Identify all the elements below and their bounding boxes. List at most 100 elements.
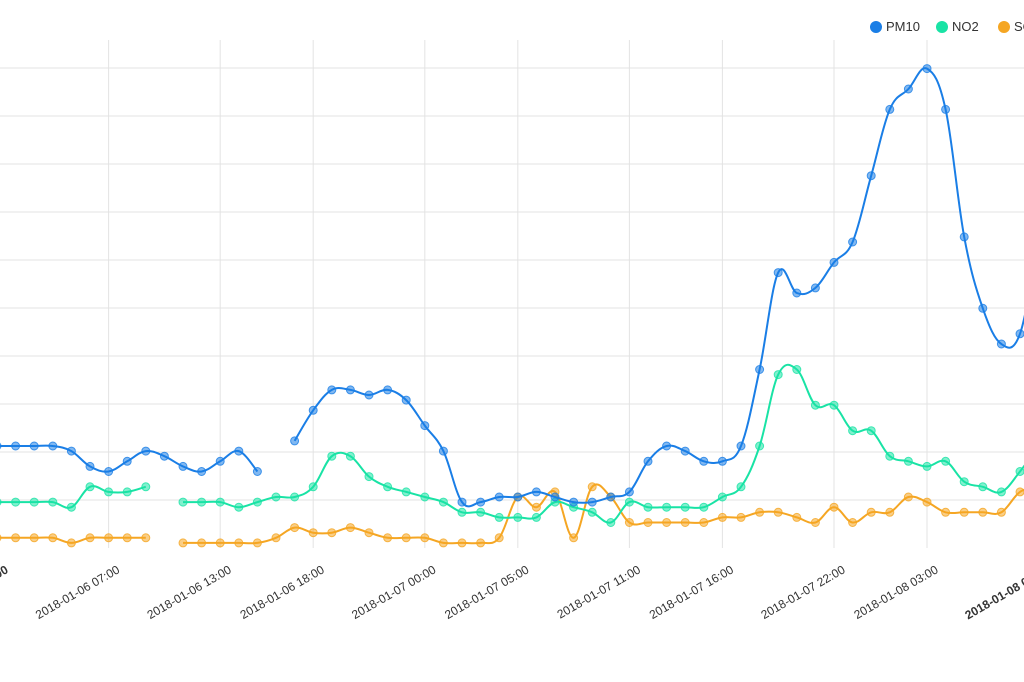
data-point [476, 497, 486, 507]
data-point [959, 507, 969, 517]
data-point [345, 451, 355, 461]
legend-item-pm10[interactable]: PM10 [870, 19, 920, 34]
data-point [996, 339, 1006, 349]
data-point [848, 237, 858, 247]
data-point [885, 451, 895, 461]
data-point [234, 446, 244, 456]
data-point [922, 461, 932, 471]
legend-item-so2[interactable]: SO2 [998, 19, 1024, 34]
data-point [141, 533, 151, 543]
data-point [569, 533, 579, 543]
data-point [531, 512, 541, 522]
data-point [606, 518, 616, 527]
data-point [699, 502, 709, 512]
data-point [792, 288, 802, 298]
data-point [736, 512, 746, 522]
data-point [903, 456, 913, 466]
data-point [85, 533, 95, 543]
data-point [457, 507, 467, 517]
data-point [141, 446, 151, 456]
data-point [680, 446, 690, 456]
data-point [829, 502, 839, 512]
data-point [494, 512, 504, 522]
series-so2 [0, 482, 1024, 548]
data-point [215, 538, 225, 548]
x-tick-label: 2018-01-08 03:00 [851, 562, 940, 622]
legend[interactable]: PM10 NO2 SO2 [870, 19, 1024, 34]
data-point [178, 538, 188, 548]
data-point [829, 400, 839, 410]
data-point [643, 502, 653, 512]
data-point [903, 492, 913, 502]
data-point [662, 441, 672, 451]
data-point [680, 502, 690, 512]
data-point [401, 395, 411, 405]
data-point [941, 507, 951, 517]
data-point [624, 487, 634, 497]
data-point [252, 467, 262, 476]
x-axis: 2018-01-06 01:00 2018-01-06 07:00 2018-01-… [0, 562, 1024, 622]
data-point [383, 482, 393, 492]
data-point [327, 385, 337, 395]
x-tick-label: 2018-01-07 22:00 [758, 562, 847, 622]
data-point [29, 497, 39, 507]
data-point [587, 497, 597, 507]
data-point [978, 303, 988, 313]
data-point [922, 64, 932, 74]
data-point [550, 492, 560, 502]
data-point [755, 365, 765, 374]
data-point [197, 497, 207, 507]
data-point [290, 492, 300, 502]
data-point [717, 456, 727, 466]
data-point [494, 533, 504, 543]
data-point [327, 528, 337, 538]
data-point [11, 441, 21, 451]
data-point [810, 518, 820, 527]
data-point [345, 385, 355, 395]
data-point [0, 534, 2, 542]
data-point [438, 446, 448, 456]
data-point [252, 538, 262, 548]
data-point [271, 492, 281, 502]
data-point [606, 492, 616, 502]
data-point [122, 456, 132, 466]
data-point [290, 523, 300, 533]
data-point [364, 528, 374, 538]
data-point [755, 441, 765, 451]
data-point [978, 482, 988, 492]
data-point [104, 467, 114, 476]
data-point [792, 512, 802, 522]
data-point [680, 518, 690, 527]
data-point [810, 283, 820, 293]
data-point [178, 461, 188, 471]
legend-label: NO2 [952, 19, 979, 34]
data-point [66, 538, 76, 548]
data-point [308, 482, 318, 492]
data-point [215, 456, 225, 466]
data-point [420, 421, 430, 431]
data-point [308, 528, 318, 538]
x-tick-label: 2018-01-08 09:00 [962, 562, 1024, 622]
data-point [234, 502, 244, 512]
data-point [624, 518, 634, 527]
data-point [383, 385, 393, 395]
data-point [178, 497, 188, 507]
data-point [922, 497, 932, 507]
data-point [104, 487, 114, 497]
legend-label: PM10 [886, 19, 920, 34]
data-point [662, 518, 672, 527]
data-point [252, 497, 262, 507]
data-point [866, 171, 876, 181]
data-point [159, 451, 169, 461]
data-point [0, 498, 2, 506]
legend-item-no2[interactable]: NO2 [936, 19, 979, 34]
x-tick-label: 2018-01-06 18:00 [238, 562, 327, 622]
data-point [699, 518, 709, 527]
data-point [327, 451, 337, 461]
series-pm10 [0, 64, 1024, 508]
data-point [308, 405, 318, 415]
x-tick-label: 2018-01-07 05:00 [442, 562, 531, 622]
data-point [438, 538, 448, 548]
data-point [234, 538, 244, 548]
data-point [996, 487, 1006, 497]
